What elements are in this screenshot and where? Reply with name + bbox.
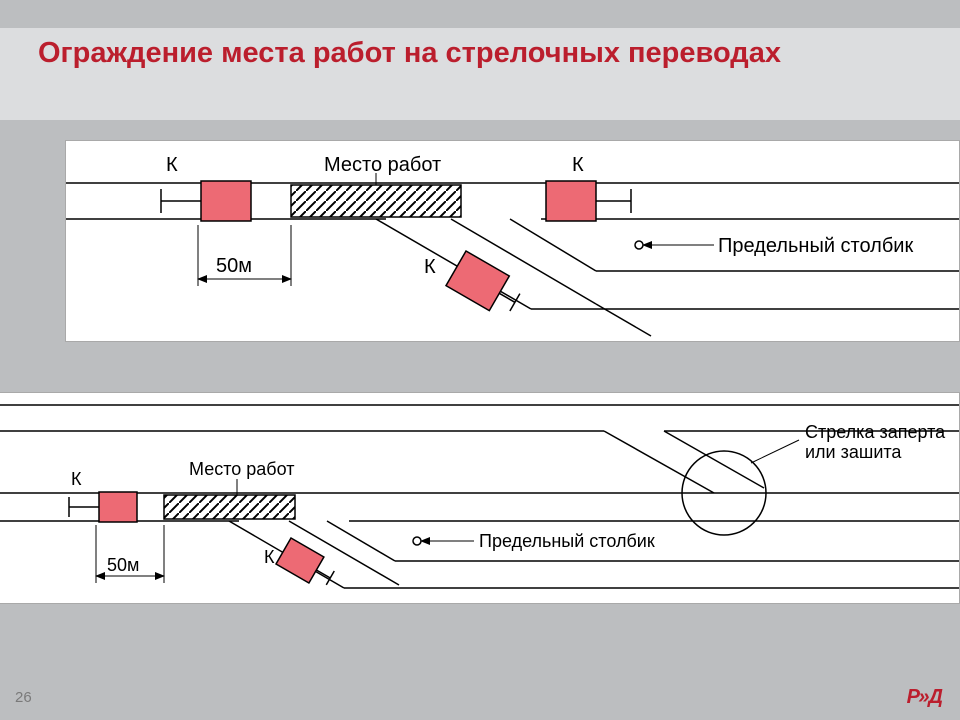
signal-right <box>546 181 596 221</box>
label-locked-1: Стрелка заперта <box>805 422 946 442</box>
limit-post-icon <box>635 241 643 249</box>
label-K-branch: К <box>424 256 436 278</box>
label-locked-2: или зашита <box>805 442 902 462</box>
divert-top <box>376 219 531 309</box>
diagram-switch-protection-1: К К К Место работ Предельный столбик 50м <box>65 140 960 342</box>
divert-c <box>510 219 596 271</box>
rzd-logo: Р»Д <box>907 686 942 709</box>
label-limit: Предельный столбик <box>718 235 913 257</box>
work-area <box>164 495 295 519</box>
label-K-left: К <box>166 154 178 176</box>
label-K-right: К <box>572 154 584 176</box>
label-dist: 50м <box>216 255 252 277</box>
limit-post-icon <box>413 537 421 545</box>
label-work: Место работ <box>189 459 294 479</box>
label-limit: Предельный столбик <box>479 531 655 551</box>
label-dist: 50м <box>107 555 139 575</box>
signal-branch <box>276 538 338 591</box>
diagram-switch-protection-2: К К Место работ Предельный столбик 50м С… <box>0 392 960 604</box>
label-K-branch: К <box>264 547 275 567</box>
page-title: Ограждение места работ на стрелочных пер… <box>38 35 918 71</box>
work-area <box>291 185 461 217</box>
label-work: Место работ <box>324 154 441 176</box>
signal-branch <box>446 251 525 320</box>
signal-left <box>99 492 137 522</box>
label-K-left: К <box>71 469 82 489</box>
signal-left <box>201 181 251 221</box>
page-number: 26 <box>15 689 32 706</box>
